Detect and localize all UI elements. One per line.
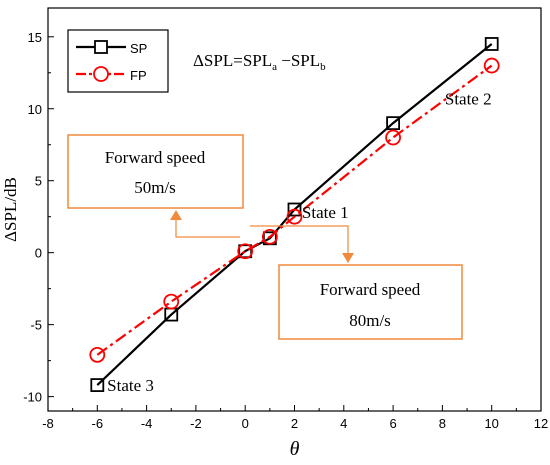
callout-box-80-line2: 80m/s — [349, 311, 391, 330]
y-tick-label: -5 — [30, 318, 42, 333]
data-point — [89, 346, 106, 363]
data-point — [237, 243, 254, 260]
data-point — [386, 116, 401, 131]
y-axis-label: ΔSPL/dB — [1, 177, 20, 242]
arrow-down-icon — [342, 253, 354, 263]
series-line — [96, 64, 493, 356]
data-point — [484, 37, 499, 51]
x-tick-label: 6 — [389, 416, 396, 431]
callout-box-50-line2: 50m/s — [134, 178, 176, 197]
x-tick-label: 8 — [439, 416, 446, 431]
x-tick-label: -2 — [190, 416, 202, 431]
x-tick-label: 10 — [484, 416, 498, 431]
data-point — [385, 129, 402, 146]
y-tick-label: 15 — [28, 30, 42, 45]
callout-box-50 — [67, 134, 244, 209]
annotations: Forward speed 50m/s Forward speed 80m/s … — [67, 51, 492, 395]
x-tick-label: 2 — [291, 416, 298, 431]
legend-label: FP — [130, 68, 147, 83]
legend-marker — [94, 40, 108, 54]
x-tick-label: -4 — [141, 416, 153, 431]
state-label-2: State 2 — [445, 89, 492, 108]
formula-minus: −SPL — [277, 51, 320, 70]
formula-sub-b: b — [320, 61, 326, 73]
x-tick-label: 0 — [242, 416, 249, 431]
callout-box-80-line1: Forward speed — [320, 280, 421, 299]
formula-sub-a: a — [272, 61, 277, 73]
data-point — [261, 228, 278, 245]
data-point — [483, 57, 500, 74]
formula-delta: ΔSPL=SPL — [193, 51, 272, 70]
x-tick-label: -8 — [42, 416, 54, 431]
data-point — [286, 208, 303, 225]
x-tick-label: 12 — [534, 416, 548, 431]
callout-connector — [175, 220, 349, 254]
legend-box — [67, 29, 169, 93]
y-tick-label: 5 — [35, 174, 42, 189]
data-point — [238, 244, 253, 259]
series-sp — [90, 37, 499, 392]
x-tick-label: 4 — [340, 416, 347, 431]
state-label-3: State 3 — [107, 376, 154, 395]
y-tick-label: -10 — [23, 390, 42, 405]
x-axis-label: θ — [290, 438, 300, 460]
data-point — [163, 293, 180, 310]
arrow-up-icon — [170, 210, 182, 220]
data-point — [90, 378, 105, 392]
legend-marker — [93, 66, 109, 82]
series-group — [89, 37, 500, 392]
series-line — [96, 43, 493, 386]
axes: -8 -6 -4 -2 0 2 4 6 8 10 12 -10 -5 0 5 10 15 θ ΔSPL/dB — [1, 7, 548, 460]
series-fp — [89, 57, 500, 363]
legend: SP FP — [67, 29, 169, 93]
y-tick-label: 0 — [35, 246, 42, 261]
x-tick-label: -6 — [92, 416, 104, 431]
callout-box-50-line1: Forward speed — [105, 148, 206, 167]
state-label-1: State 1 — [302, 203, 349, 222]
formula-annotation: ΔSPL=SPLa −SPLb — [193, 51, 326, 73]
y-tick-label: 10 — [28, 102, 42, 117]
callout-box-80 — [278, 264, 463, 340]
legend-label: SP — [130, 41, 147, 56]
